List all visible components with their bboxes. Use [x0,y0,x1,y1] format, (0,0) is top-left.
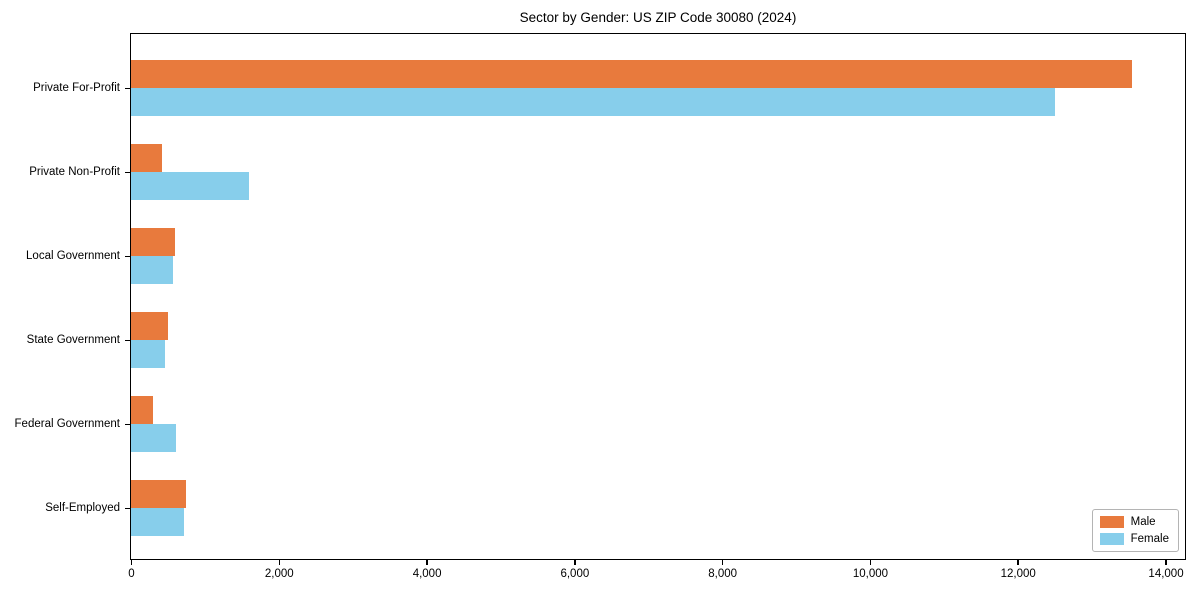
y-tick-label-self-employed: Self-Employed [45,501,120,514]
y-tick-label-private-non-profit: Private Non-Profit [29,165,120,178]
x-tick-label-12000: 12,000 [1000,568,1036,580]
x-tick-label-14000: 14,000 [1148,568,1184,580]
x-tick-label-2000: 2,000 [264,568,294,580]
x-tick-label-8000: 8,000 [708,568,738,580]
y-tick-label-private-for-profit: Private For-Profit [33,81,120,94]
x-tick-mark [278,560,281,565]
y-tick-mark [125,339,130,341]
y-tick-label-state-government: State Government [26,333,120,346]
y-tick-mark [125,87,130,89]
male-color-swatch [1099,516,1124,528]
bar-male-self-employed [131,480,186,508]
bar-male-state-government [131,312,168,340]
legend-label-female: Female [1130,533,1169,545]
legend-item-female: Female [1099,533,1169,545]
y-tick-label-federal-government: Federal Government [14,417,120,430]
bar-female-private-non-profit [131,172,249,200]
y-tick-mark [125,423,130,425]
bar-female-federal-government [131,424,176,452]
y-tick-label-local-government: Local Government [26,249,120,262]
bar-female-local-government [131,256,173,284]
y-tick-mark [125,171,130,173]
x-tick-mark [1017,560,1019,565]
x-tick-label-10000: 10,000 [852,568,889,580]
x-tick-label-6000: 6,000 [560,568,590,580]
legend-item-male: Male [1099,516,1169,528]
bar-male-private-for-profit [131,60,1132,88]
x-tick-label-4000: 4,000 [412,568,442,580]
female-color-swatch [1099,533,1124,545]
plot-area: Male Female [130,33,1186,560]
x-tick-mark [426,560,428,565]
chart-title: Sector by Gender: US ZIP Code 30080 (202… [519,10,797,25]
legend-label-male: Male [1130,516,1156,528]
y-tick-mark [125,255,130,257]
bar-female-state-government [131,340,165,368]
bar-male-private-non-profit [131,144,162,172]
x-tick-mark [130,560,133,565]
x-tick-mark [1165,560,1167,565]
x-tick-label-0: 0 [128,568,135,580]
bar-female-self-employed [131,508,184,536]
x-tick-mark [574,560,576,565]
x-tick-mark [721,560,724,565]
x-tick-mark [869,560,872,565]
legend: Male Female [1091,509,1179,552]
bar-female-private-for-profit [131,88,1055,116]
bar-male-local-government [131,228,175,256]
bar-male-federal-government [131,396,153,424]
y-tick-mark [125,507,130,509]
